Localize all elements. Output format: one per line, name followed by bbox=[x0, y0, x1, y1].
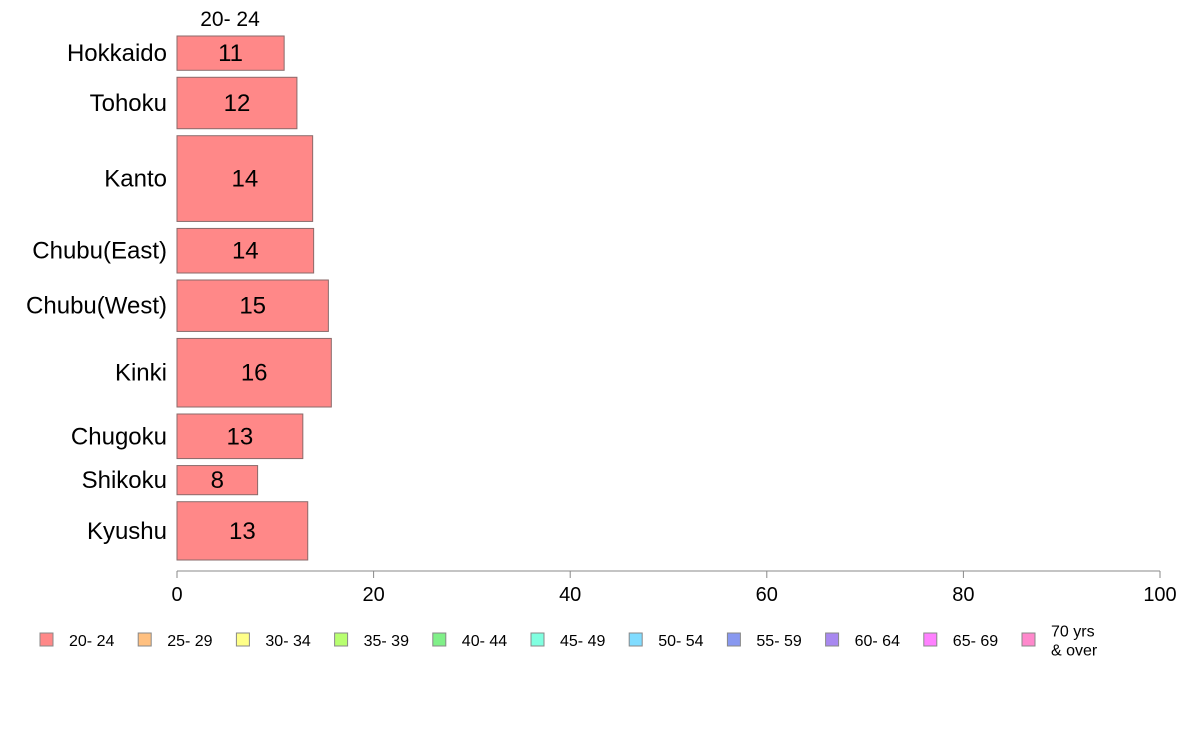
bar bbox=[176, 227, 315, 274]
legend-swatch bbox=[235, 632, 250, 647]
legend-swatch bbox=[825, 632, 840, 647]
legend-swatch bbox=[137, 632, 152, 647]
legend: 20- 24 25- 29 30- 34 35- 39 40- 44 45- 49 50- … bbox=[39, 624, 1098, 660]
bar bbox=[176, 501, 309, 561]
legend-label: 60- 64 bbox=[855, 633, 900, 650]
category-label: Hokkaido bbox=[67, 40, 167, 67]
x-axis: 0 20 40 60 80 100 bbox=[171, 570, 1177, 606]
category-label: Kinki bbox=[115, 360, 167, 387]
category-label: Chubu(West) bbox=[26, 293, 167, 320]
bar-value-label: 14 bbox=[232, 238, 259, 265]
legend-swatch bbox=[530, 632, 545, 647]
category-label: Chugoku bbox=[71, 423, 167, 450]
bar-value-label: 14 bbox=[231, 166, 258, 193]
bar-value-label: 8 bbox=[211, 467, 224, 494]
legend-label: 45- 49 bbox=[560, 633, 605, 650]
bar bbox=[176, 465, 259, 496]
category-label: Kanto bbox=[104, 166, 167, 193]
legend-label: 35- 39 bbox=[364, 633, 409, 650]
legend-label: 65- 69 bbox=[953, 633, 998, 650]
legend-swatch bbox=[39, 632, 54, 647]
bar bbox=[176, 76, 298, 130]
bar-value-label: 16 bbox=[241, 360, 268, 387]
legend-label: 40- 44 bbox=[462, 633, 507, 650]
legend-swatch bbox=[334, 632, 349, 647]
category-label: Shikoku bbox=[82, 467, 167, 494]
legend-swatch bbox=[1021, 632, 1036, 647]
bar bbox=[176, 279, 329, 332]
legend-label: 30- 34 bbox=[265, 633, 310, 650]
legend-label: 20- 24 bbox=[69, 633, 114, 650]
legend-label: 55- 59 bbox=[756, 633, 801, 650]
series-header-label: 20- 24 bbox=[200, 8, 260, 31]
category-label: Chubu(East) bbox=[32, 238, 167, 265]
legend-label: 70 yrs & over bbox=[1051, 624, 1098, 660]
category-label: Tohoku bbox=[90, 90, 167, 117]
category-label: Kyushu bbox=[87, 518, 167, 545]
bar-value-label: 15 bbox=[239, 293, 266, 320]
x-tick-label: 100 bbox=[1143, 584, 1176, 606]
legend-swatch bbox=[432, 632, 447, 647]
bar-value-label: 11 bbox=[218, 40, 243, 67]
legend-swatch bbox=[726, 632, 741, 647]
x-tick-label: 20 bbox=[362, 584, 384, 606]
bar bbox=[176, 135, 314, 222]
bar bbox=[176, 413, 304, 460]
x-tick-label: 80 bbox=[952, 584, 974, 606]
bar-value-label: 13 bbox=[227, 423, 254, 450]
bars-group: 11 Hokkaido 12 Tohoku 14 Kanto 14 Chubu(East) 15… bbox=[26, 35, 332, 561]
legend-label: 25- 29 bbox=[167, 633, 212, 650]
x-tick-label: 60 bbox=[756, 584, 778, 606]
x-tick-label: 40 bbox=[559, 584, 581, 606]
legend-swatch bbox=[923, 632, 938, 647]
bar bbox=[176, 337, 332, 408]
bar-value-label: 12 bbox=[224, 90, 251, 117]
legend-label: 50- 54 bbox=[658, 633, 703, 650]
x-tick-label: 0 bbox=[171, 584, 182, 606]
bar bbox=[176, 35, 285, 71]
legend-swatch bbox=[628, 632, 643, 647]
bar-value-label: 13 bbox=[229, 518, 256, 545]
